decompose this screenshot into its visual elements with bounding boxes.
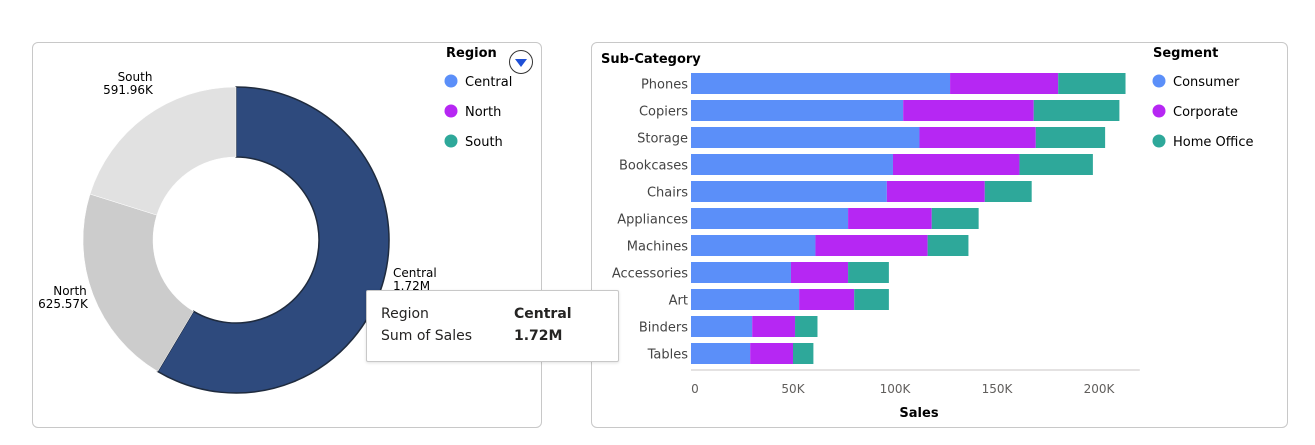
- donut-slice-south[interactable]: [89, 86, 237, 216]
- drill-down-button[interactable]: [509, 50, 533, 74]
- x-tick-label: 50K: [781, 382, 805, 396]
- legend-marker-consumer: [1152, 74, 1166, 88]
- bar-machines-consumer[interactable]: [691, 235, 816, 256]
- bar-tables-consumer[interactable]: [691, 343, 751, 364]
- bar-appliances-consumer[interactable]: [691, 208, 849, 229]
- legend-marker-north: [444, 104, 458, 118]
- bar-tables-home-office[interactable]: [793, 343, 814, 364]
- bar-phones-consumer[interactable]: [691, 73, 951, 94]
- bar-art-consumer[interactable]: [691, 289, 800, 310]
- bar-accessories-corporate[interactable]: [790, 262, 849, 283]
- x-axis-label: Sales: [899, 406, 938, 421]
- bar-bookcases-home-office[interactable]: [1019, 154, 1093, 175]
- tooltip-key-region: Region: [381, 306, 429, 322]
- bar-chairs-corporate[interactable]: [886, 181, 985, 202]
- bar-bookcases-consumer[interactable]: [691, 154, 893, 175]
- bar-art-home-office[interactable]: [854, 289, 889, 310]
- legend-label-north[interactable]: North: [465, 105, 501, 120]
- legend-marker-central: [444, 74, 458, 88]
- slice-label-south-name: South: [118, 70, 153, 84]
- bar-binders-corporate[interactable]: [752, 316, 796, 337]
- bar-phones-home-office[interactable]: [1058, 73, 1126, 94]
- bar-machines-home-office[interactable]: [927, 235, 969, 256]
- segment-legend-title: Segment: [1153, 46, 1218, 61]
- bar-phones-corporate[interactable]: [950, 73, 1059, 94]
- legend-label-consumer[interactable]: Consumer: [1173, 75, 1240, 90]
- x-tick-label: 0: [691, 382, 699, 396]
- slice-label-south-value: 591.96K: [103, 83, 154, 97]
- bar-art-corporate[interactable]: [799, 289, 855, 310]
- category-label-phones: Phones: [641, 78, 688, 93]
- bar-storage-home-office[interactable]: [1035, 127, 1106, 148]
- legend-marker-south: [444, 134, 458, 148]
- category-label-machines: Machines: [627, 240, 688, 255]
- tooltip-value-region: Central: [514, 306, 572, 322]
- category-label-accessories: Accessories: [612, 267, 688, 282]
- legend-marker-corporate: [1152, 104, 1166, 118]
- category-label-chairs: Chairs: [647, 186, 688, 201]
- legend-marker-home-office: [1152, 134, 1166, 148]
- bar-copiers-home-office[interactable]: [1033, 100, 1120, 121]
- slice-label-north-name: North: [53, 284, 87, 298]
- region-legend-title: Region: [446, 46, 497, 61]
- bar-chart-title: Sub-Category: [601, 52, 701, 67]
- bar-bookcases-corporate[interactable]: [892, 154, 1020, 175]
- bar-storage-corporate[interactable]: [919, 127, 1036, 148]
- legend-label-central[interactable]: Central: [465, 75, 512, 90]
- bar-machines-corporate[interactable]: [815, 235, 928, 256]
- category-label-storage: Storage: [637, 132, 688, 147]
- donut-slice-central[interactable]: [156, 86, 390, 394]
- category-label-art: Art: [669, 294, 688, 309]
- bar-storage-consumer[interactable]: [691, 127, 920, 148]
- tooltip-value-sales: 1.72M: [514, 328, 563, 344]
- category-label-bookcases: Bookcases: [619, 159, 688, 174]
- bar-appliances-home-office[interactable]: [931, 208, 979, 229]
- tooltip-key-sales: Sum of Sales: [381, 328, 473, 344]
- bar-accessories-home-office[interactable]: [848, 262, 889, 283]
- bar-binders-home-office[interactable]: [795, 316, 818, 337]
- bar-chairs-home-office[interactable]: [984, 181, 1032, 202]
- slice-label-central-name: Central: [393, 266, 437, 280]
- bar-accessories-consumer[interactable]: [691, 262, 791, 283]
- category-label-binders: Binders: [639, 321, 688, 336]
- bar-copiers-corporate[interactable]: [903, 100, 1034, 121]
- bar-appliances-corporate[interactable]: [848, 208, 932, 229]
- bar-binders-consumer[interactable]: [691, 316, 753, 337]
- x-tick-label: 200K: [1084, 382, 1116, 396]
- category-label-tables: Tables: [647, 348, 689, 363]
- category-label-copiers: Copiers: [639, 105, 688, 120]
- bar-tables-corporate[interactable]: [750, 343, 793, 364]
- slice-label-north-value: 625.57K: [38, 297, 89, 311]
- slice-label-central-value: 1.72M: [393, 279, 430, 293]
- legend-label-corporate[interactable]: Corporate: [1173, 105, 1238, 120]
- bar-copiers-consumer[interactable]: [691, 100, 904, 121]
- category-label-appliances: Appliances: [617, 213, 688, 228]
- donut-slice-north[interactable]: [82, 193, 194, 372]
- legend-label-south[interactable]: South: [465, 135, 503, 150]
- x-tick-label: 150K: [982, 382, 1014, 396]
- bar-chairs-consumer[interactable]: [691, 181, 887, 202]
- x-tick-label: 100K: [880, 382, 912, 396]
- tooltip: Region Central Sum of Sales 1.72M: [366, 290, 619, 362]
- legend-label-home-office[interactable]: Home Office: [1173, 135, 1253, 150]
